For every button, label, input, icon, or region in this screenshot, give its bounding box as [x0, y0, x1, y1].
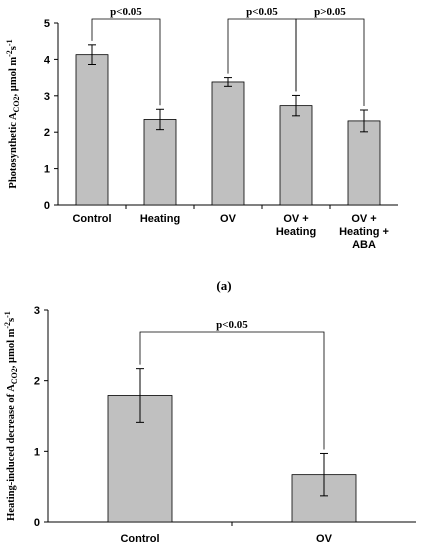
y-axis-label-part: CO2 — [10, 368, 19, 384]
y-axis-label-part: , µmol m — [8, 57, 19, 97]
category-label: OV — [220, 213, 237, 225]
bar — [279, 105, 313, 206]
y-tick-label: 0 — [44, 200, 50, 212]
y-axis-label-part: -2 — [5, 50, 14, 57]
y-tick-label: 0 — [34, 517, 40, 529]
bar — [347, 120, 381, 206]
y-tick-label: 3 — [44, 91, 50, 103]
y-axis-label: Photosynthetic ACO2, µmol m-2s-1 — [5, 39, 21, 188]
category-label: Control — [72, 213, 111, 225]
bar — [143, 119, 177, 206]
category-label: Heating — [276, 226, 316, 238]
category-label: ABA — [352, 239, 376, 251]
significance-bracket — [139, 331, 325, 450]
y-axis-label-part: -2 — [3, 322, 12, 329]
category-label: OV + — [351, 213, 376, 225]
category-label: Heating — [140, 213, 180, 225]
significance-bracket — [295, 18, 365, 106]
significance-label: p<0.05 — [110, 6, 142, 18]
significance-bracket — [91, 18, 161, 106]
significance-label: p>0.05 — [314, 6, 346, 18]
y-axis-label-part: -1 — [5, 39, 14, 46]
y-tick-label: 3 — [34, 305, 40, 317]
chart-b: 0 1 2 3 Control OV p<0.05 Heating-induced decre… — [3, 305, 416, 545]
category-label: Control — [120, 533, 159, 545]
y-axis-label: Heating-induced decrease of ACO2, µmol m… — [3, 311, 19, 521]
category-label: Heating + — [339, 226, 389, 238]
significance-label: p<0.05 — [246, 6, 278, 18]
category-label: OV — [316, 533, 333, 545]
y-axis-label-part: s — [8, 46, 19, 50]
y-tick-label: 2 — [34, 376, 40, 388]
significance-bracket — [227, 18, 297, 92]
y-axis-label-part: , µmol m — [6, 328, 17, 368]
y-tick-label: 1 — [34, 446, 40, 458]
panel-label-a: (a) — [216, 278, 231, 293]
y-tick-label: 2 — [44, 127, 50, 139]
bar — [211, 81, 245, 206]
y-axis-label-part: -1 — [3, 311, 12, 318]
bar — [75, 54, 109, 206]
category-label: OV + — [283, 213, 308, 225]
y-axis-label-part: CO2 — [12, 96, 21, 112]
y-axis-label-part: Photosynthetic A — [8, 112, 19, 189]
y-tick-label: 4 — [44, 54, 51, 66]
y-axis-label-part: s — [6, 318, 17, 322]
y-tick-label: 5 — [44, 18, 50, 30]
y-tick-label: 1 — [44, 164, 50, 176]
y-axis-label-part: Heating-induced decrease of A — [6, 384, 17, 521]
significance-label: p<0.05 — [216, 319, 248, 331]
